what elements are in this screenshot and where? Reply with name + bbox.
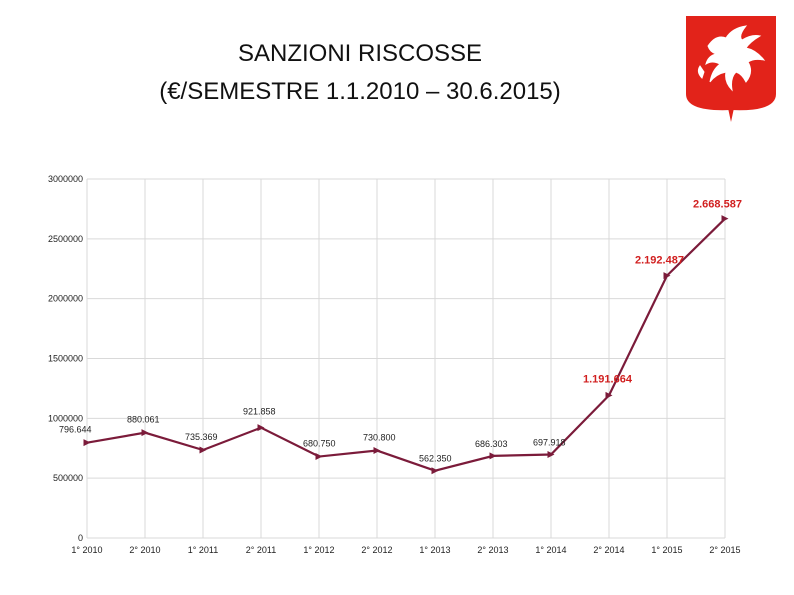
data-label: 680.750 [303, 439, 336, 449]
tuscany-crest-icon [686, 16, 776, 122]
x-tick-label: 2° 2015 [709, 545, 740, 555]
data-label: 735.369 [185, 432, 218, 442]
data-point [373, 447, 381, 455]
x-tick-label: 2° 2011 [246, 545, 276, 555]
y-tick-label: 2500000 [48, 234, 83, 244]
x-tick-label: 1° 2013 [419, 545, 450, 555]
slide-title: SANZIONI RISCOSSE [237, 40, 483, 67]
x-tick-label: 1° 2011 [188, 545, 218, 555]
data-point [663, 272, 671, 280]
data-point [547, 450, 555, 458]
data-label: 562.350 [419, 454, 452, 464]
data-label: 796.644 [59, 425, 92, 435]
line-chart: 0 500000 1000000 1500000 2000000 2500000 30000… [48, 174, 742, 555]
x-tick-label: 2° 2014 [593, 545, 624, 555]
series-line [86, 217, 726, 472]
data-label: 2.668.587 [693, 199, 742, 211]
x-tick-label: 1° 2014 [535, 545, 566, 555]
x-tick-label: 1° 2015 [651, 545, 682, 555]
data-point [315, 453, 323, 461]
data-label: 1.191.664 [583, 373, 633, 385]
x-tick-label: 2° 2013 [477, 545, 508, 555]
y-tick-label: 3000000 [48, 174, 83, 184]
data-point [489, 452, 497, 460]
data-label: 2.192.487 [635, 255, 684, 267]
data-point [83, 439, 91, 447]
data-point [605, 391, 613, 399]
x-tick-label: 1° 2012 [303, 545, 334, 555]
x-tick-label: 1° 2010 [71, 545, 102, 555]
y-tick-label: 1000000 [48, 413, 83, 423]
x-tick-label: 2° 2012 [361, 545, 392, 555]
data-label: 730.800 [363, 433, 396, 443]
x-tick-label: 2° 2010 [129, 545, 160, 555]
y-tick-label: 500000 [53, 473, 83, 483]
y-tick-label: 0 [78, 533, 83, 543]
data-point [199, 446, 207, 454]
slide-subtitle: (€/SEMESTRE 1.1.2010 – 30.6.2015) [159, 78, 561, 105]
data-label: 686.303 [475, 439, 508, 449]
data-label: 921.858 [243, 407, 276, 417]
y-tick-label: 2000000 [48, 294, 83, 304]
data-point [141, 429, 149, 437]
data-point [257, 424, 265, 432]
data-point [721, 215, 729, 223]
y-tick-label: 1500000 [48, 354, 83, 364]
data-point [431, 467, 439, 475]
data-label: 880.061 [127, 415, 160, 425]
data-label: 697.918 [533, 437, 566, 447]
